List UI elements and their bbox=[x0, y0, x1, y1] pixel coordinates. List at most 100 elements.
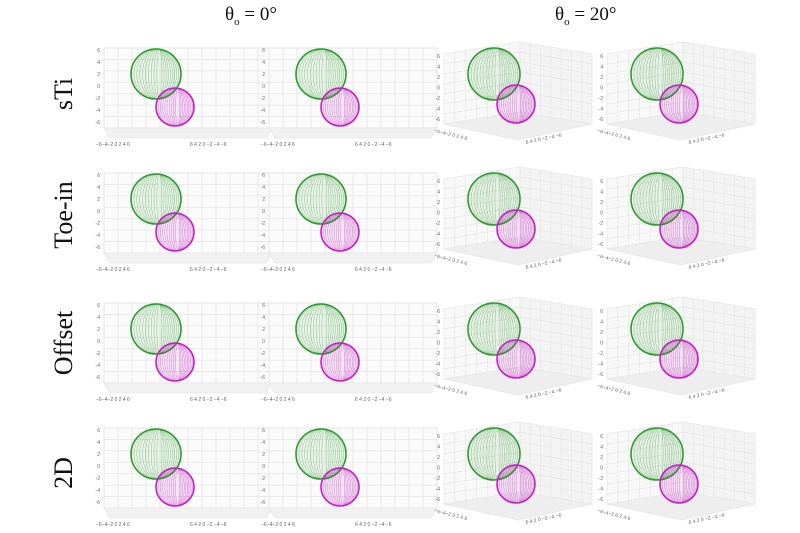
y-tick-label: 4 bbox=[97, 185, 100, 191]
y-tick-label: 6 bbox=[600, 179, 603, 185]
y-tick-label: 4 bbox=[437, 320, 440, 326]
y-tick-label: -2 bbox=[261, 351, 266, 357]
x-tick-labels: −6−4−2 0 2 4 6 bbox=[597, 253, 631, 267]
y-tick-label: 0 bbox=[437, 86, 440, 92]
y-tick-label: 6 bbox=[437, 179, 440, 185]
z-tick-labels: 6 4 2 0 −2 −4 −6 bbox=[190, 397, 227, 403]
x-tick-labels: −6−4−2 0 2 4 6 bbox=[96, 522, 130, 528]
y-tick-label: -2 bbox=[436, 351, 441, 357]
y-tick-label: 2 bbox=[262, 452, 265, 458]
x-tick-labels: −6−4−2 0 2 4 6 bbox=[434, 253, 468, 267]
y-tick-label: 2 bbox=[97, 452, 100, 458]
y-tick-label: -6 bbox=[261, 375, 266, 381]
y-tick-label: -6 bbox=[599, 117, 604, 123]
y-tick-label: 0 bbox=[262, 464, 265, 470]
y-tick-label: -4 bbox=[436, 107, 441, 113]
y-tick-label: -6 bbox=[96, 245, 101, 251]
y-tick-label: 2 bbox=[262, 197, 265, 203]
x-tick-labels: −6−4−2 0 2 4 6 bbox=[261, 397, 295, 403]
y-tick-label: -4 bbox=[599, 362, 604, 368]
x-tick-labels: −6−4−2 0 2 4 6 bbox=[96, 267, 130, 273]
y-tick-label: 2 bbox=[437, 330, 440, 336]
green-sphere bbox=[130, 303, 182, 355]
y-tick-label: -4 bbox=[599, 232, 604, 238]
y-tick-label: 4 bbox=[262, 315, 265, 321]
y-tick-label: 6 bbox=[97, 428, 100, 434]
y-tick-label: 2 bbox=[437, 75, 440, 81]
z-tick-labels: 6 4 2 0 −2 −4 −6 bbox=[190, 267, 227, 273]
y-tick-label: 4 bbox=[600, 320, 603, 326]
magenta-sphere bbox=[320, 467, 360, 507]
y-tick-label: -4 bbox=[261, 488, 266, 494]
y-tick-label: 2 bbox=[262, 72, 265, 78]
row-label-sti: sTi bbox=[49, 77, 78, 111]
y-tick-label: 0 bbox=[262, 339, 265, 345]
y-tick-label: 6 bbox=[437, 309, 440, 315]
y-tick-label: -4 bbox=[436, 487, 441, 493]
y-tick-label: 2 bbox=[600, 200, 603, 206]
panel-toe-in-col1: 6 4 2 0 -2 -4 -6 −6−4−2 0 2 4 6 6 4 2 0 −2 −4 −6 bbox=[90, 165, 280, 277]
y-tick-label: 6 bbox=[600, 434, 603, 440]
column-header-theta-20: θo = 20° bbox=[555, 4, 617, 28]
panel-2d-col1: 6 4 2 0 -2 -4 -6 −6−4−2 0 2 4 6 6 4 2 0 −2 −4 −6 bbox=[90, 420, 280, 532]
row-label-2d: 2D bbox=[49, 457, 78, 489]
magenta-sphere bbox=[155, 87, 195, 127]
panel-toe-in-col2: 6 4 2 0 -2 -4 -6 −6−4−2 0 2 4 6 6 4 2 0 −2 −4 −6 bbox=[255, 165, 445, 277]
y-tick-label: -2 bbox=[436, 476, 441, 482]
y-tick-label: -4 bbox=[599, 487, 604, 493]
y-tick-label: -2 bbox=[436, 96, 441, 102]
y-tick-label: 6 bbox=[262, 48, 265, 54]
y-tick-label: 6 bbox=[97, 48, 100, 54]
z-tick-labels: 6 4 2 0 −2 −4 −6 bbox=[355, 142, 392, 148]
y-tick-label: 0 bbox=[97, 339, 100, 345]
y-tick-label: -4 bbox=[261, 108, 266, 114]
row-label-offset: Offset bbox=[49, 310, 78, 376]
column-header-theta-0: θo = 0° bbox=[225, 4, 277, 28]
x-tick-labels: −6−4−2 0 2 4 6 bbox=[434, 508, 468, 522]
y-tick-label: -2 bbox=[599, 221, 604, 227]
y-tick-label: 2 bbox=[600, 330, 603, 336]
x-tick-labels: −6−4−2 0 2 4 6 bbox=[434, 383, 468, 397]
y-tick-label: 0 bbox=[437, 466, 440, 472]
y-tick-label: -2 bbox=[436, 221, 441, 227]
y-tick-label: 2 bbox=[97, 327, 100, 333]
magenta-sphere bbox=[320, 212, 360, 252]
y-tick-label: 6 bbox=[262, 428, 265, 434]
y-tick-label: 0 bbox=[97, 84, 100, 90]
y-tick-label: -6 bbox=[436, 497, 441, 503]
y-tick-label: -6 bbox=[436, 372, 441, 378]
y-tick-label: 4 bbox=[600, 445, 603, 451]
x-tick-labels: −6−4−2 0 2 4 6 bbox=[261, 267, 295, 273]
y-tick-label: -6 bbox=[599, 372, 604, 378]
y-tick-label: 4 bbox=[97, 60, 100, 66]
z-tick-labels: 6 4 2 0 −2 −4 −6 bbox=[190, 522, 227, 528]
y-tick-label: 0 bbox=[437, 211, 440, 217]
y-tick-label: -4 bbox=[261, 363, 266, 369]
y-tick-label: -6 bbox=[436, 117, 441, 123]
x-tick-labels: −6−4−2 0 2 4 6 bbox=[261, 522, 295, 528]
magenta-sphere bbox=[659, 84, 699, 124]
magenta-sphere bbox=[496, 209, 536, 249]
y-tick-label: 2 bbox=[600, 455, 603, 461]
y-tick-label: -2 bbox=[261, 221, 266, 227]
y-tick-label: -4 bbox=[96, 108, 101, 114]
y-tick-label: 6 bbox=[600, 54, 603, 60]
y-tick-label: 0 bbox=[262, 209, 265, 215]
